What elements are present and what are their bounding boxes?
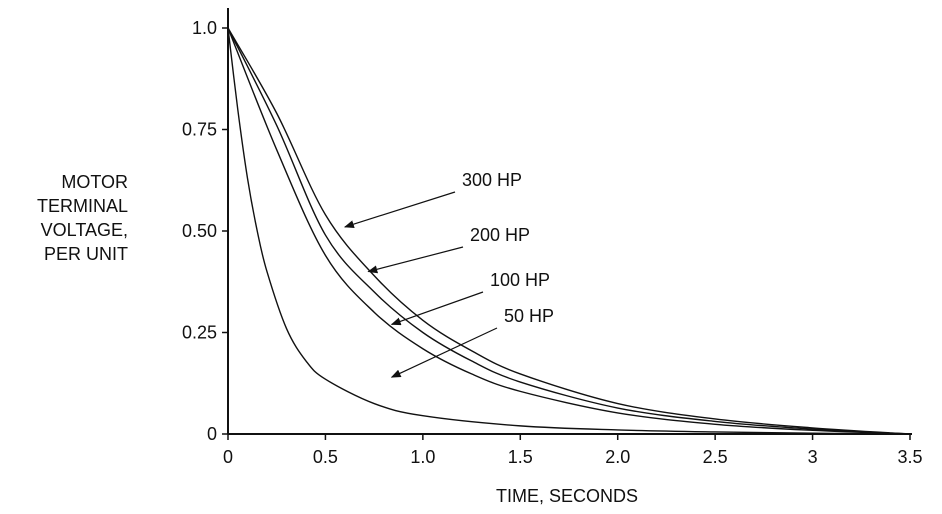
annotation-label: 100 HP xyxy=(490,270,550,290)
y-axis-label-line: MOTOR xyxy=(61,172,128,192)
annotation-arrow xyxy=(367,246,464,274)
x-tick-label: 0.5 xyxy=(313,447,338,467)
x-tick-label: 3 xyxy=(808,447,818,467)
x-axis-ticks: 0 0.5 1.0 1.5 2.0 2.5 3 3.5 xyxy=(223,434,923,467)
x-tick-label: 1.0 xyxy=(410,447,435,467)
annotation-arrow xyxy=(390,327,498,378)
y-axis-ticks: 0 0.25 0.50 0.75 1.0 xyxy=(182,18,228,444)
y-axis-label-line: PER UNIT xyxy=(44,244,128,264)
annotation-arrow xyxy=(390,291,484,326)
x-tick-label: 3.5 xyxy=(897,447,922,467)
x-axis-label: TIME, SECONDS xyxy=(496,486,638,506)
series-line-100-hp xyxy=(227,27,911,435)
x-tick-label: 2.0 xyxy=(605,447,630,467)
series-line-50-hp xyxy=(227,27,911,435)
axes xyxy=(227,8,912,435)
y-tick-label: 0.75 xyxy=(182,120,217,140)
annotation-label: 50 HP xyxy=(504,306,554,326)
annotation-arrow xyxy=(343,191,456,229)
x-tick-label: 0 xyxy=(223,447,233,467)
y-tick-label: 0 xyxy=(207,424,217,444)
y-axis-label-line: TERMINAL xyxy=(37,196,128,216)
series-line-300-hp xyxy=(227,27,911,435)
annotations: 300 HP 200 HP 100 HP 50 HP xyxy=(343,170,554,378)
y-tick-label: 0.25 xyxy=(182,323,217,343)
x-tick-label: 1.5 xyxy=(508,447,533,467)
series-line-200-hp xyxy=(227,27,911,435)
data-series xyxy=(227,27,911,435)
y-axis-label-line: VOLTAGE, xyxy=(41,220,128,240)
annotation-label: 200 HP xyxy=(470,225,530,245)
y-axis-label: MOTOR TERMINAL VOLTAGE, PER UNIT xyxy=(37,172,128,264)
annotation-label: 300 HP xyxy=(462,170,522,190)
y-tick-label: 0.50 xyxy=(182,221,217,241)
x-tick-label: 2.5 xyxy=(703,447,728,467)
y-tick-label: 1.0 xyxy=(192,18,217,38)
